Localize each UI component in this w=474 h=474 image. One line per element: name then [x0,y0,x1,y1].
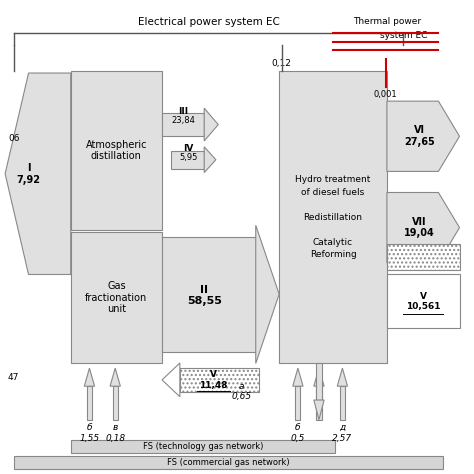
Polygon shape [256,225,279,364]
Text: Electrical power system EC: Electrical power system EC [138,17,280,27]
Text: Thermal power: Thermal power [353,17,421,26]
Bar [71,71,162,230]
Polygon shape [387,101,459,172]
Polygon shape [162,363,180,397]
Text: system EC: system EC [380,31,427,40]
Text: 5,95: 5,95 [180,153,198,162]
Text: I
7,92: I 7,92 [17,163,41,184]
Text: Atmospheric
distillation: Atmospheric distillation [86,139,147,161]
Bar [279,71,387,364]
Text: 0,12: 0,12 [272,59,292,68]
Bar [71,232,162,364]
Text: 47: 47 [8,373,19,382]
Bar [71,440,336,454]
Text: б
0,5: б 0,5 [291,423,305,443]
Text: Gas
fractionation
unit: Gas fractionation unit [85,281,147,314]
Polygon shape [204,147,216,173]
Polygon shape [172,151,204,169]
Text: V
10,561: V 10,561 [406,292,440,311]
Text: VII
19,04: VII 19,04 [404,217,435,238]
Bar [317,386,321,419]
Text: в
0,18: в 0,18 [105,423,125,443]
Bar [87,386,92,419]
Polygon shape [204,108,218,141]
Polygon shape [387,192,459,263]
Polygon shape [84,368,95,386]
Text: a
0,65: a 0,65 [232,382,252,401]
Text: Hydro treatment
of diesel fuels

Redistillation

Catalytic
Reforming: Hydro treatment of diesel fuels Redistil… [295,175,371,259]
Text: FS (commercial gas network): FS (commercial gas network) [167,458,290,467]
Polygon shape [5,73,71,274]
Bar [295,386,301,419]
Text: 0,001: 0,001 [374,90,397,99]
Polygon shape [293,368,303,386]
Polygon shape [314,368,324,386]
Polygon shape [337,368,347,386]
Bar [15,456,443,469]
Text: II
58,55: II 58,55 [187,285,222,306]
Text: 06: 06 [9,134,20,143]
Polygon shape [180,368,259,392]
Polygon shape [162,237,256,352]
Text: д
2,57: д 2,57 [332,423,353,443]
Text: VI
27,65: VI 27,65 [404,126,435,147]
Text: IV: IV [183,145,194,154]
Text: V
11,48: V 11,48 [200,370,228,390]
Text: 23,84: 23,84 [171,116,195,125]
Bar [317,364,321,400]
Bar [113,386,118,419]
Polygon shape [110,368,120,386]
Polygon shape [314,400,324,419]
Bar [387,244,459,270]
Bar [340,386,345,419]
Bar [387,274,459,328]
Text: б
1,55: б 1,55 [79,423,100,443]
Text: III: III [178,107,188,116]
Text: FS (technology gas network): FS (technology gas network) [143,442,263,451]
Polygon shape [162,113,204,137]
